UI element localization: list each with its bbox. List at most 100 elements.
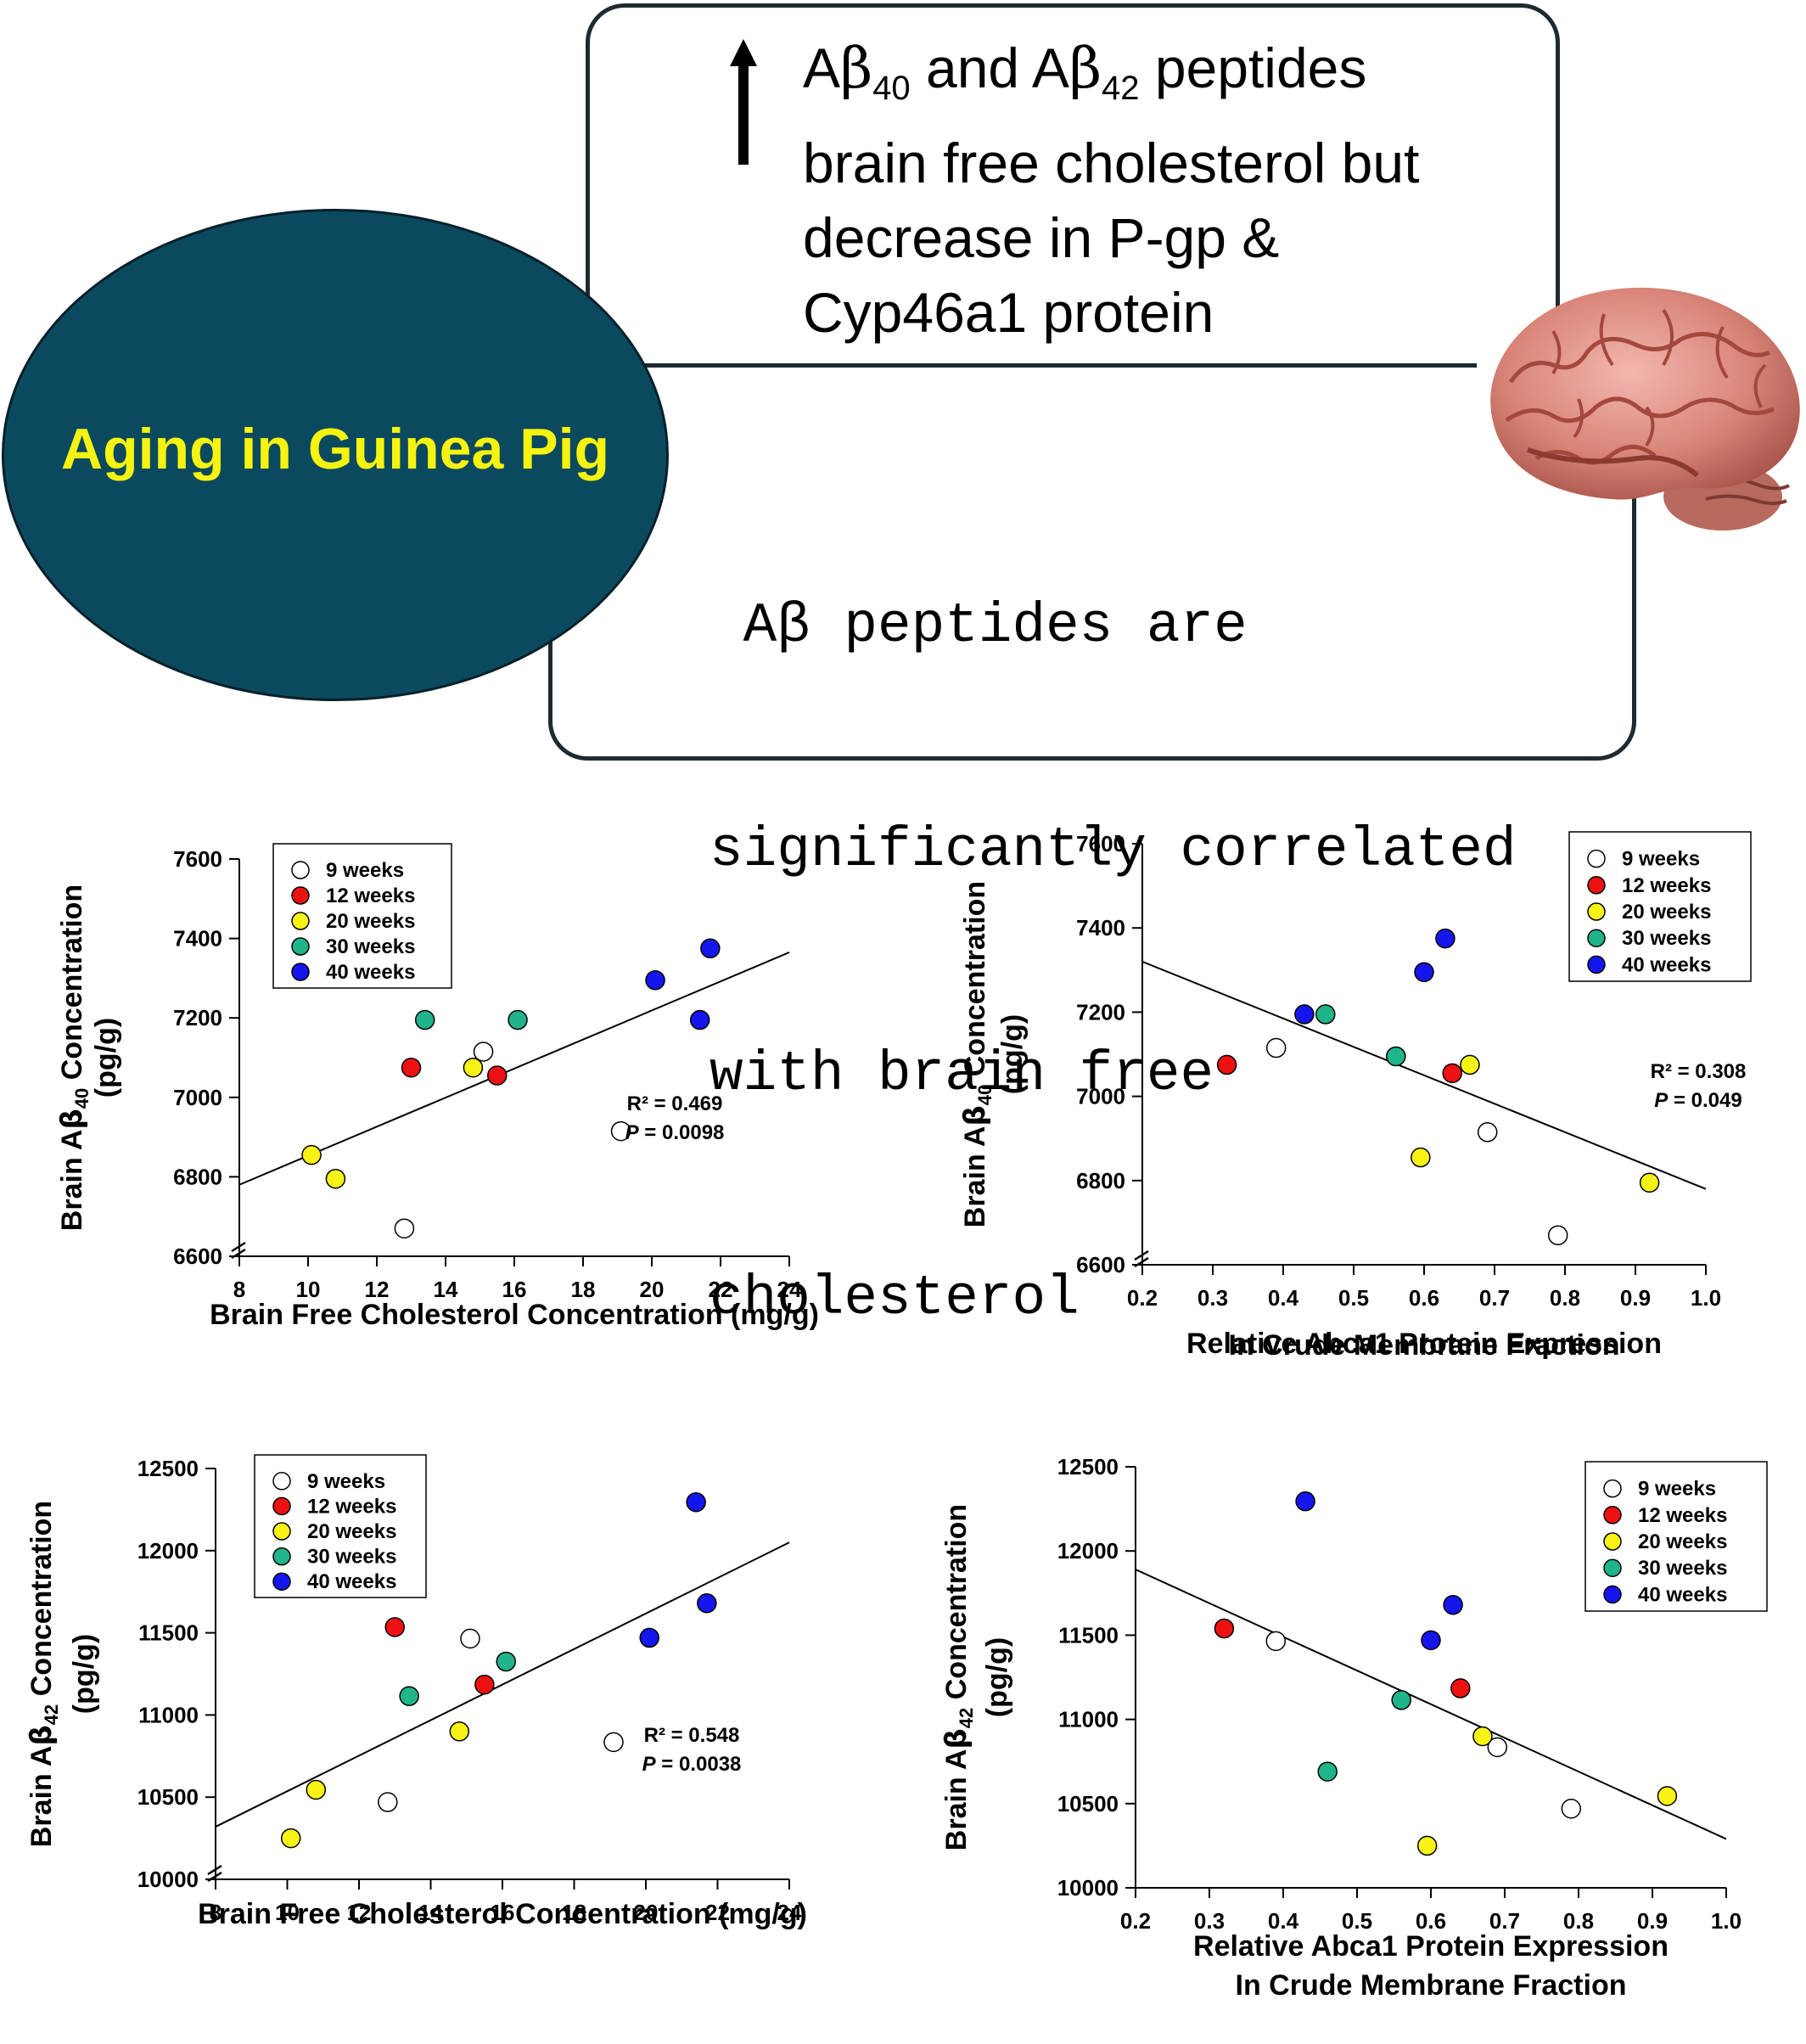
x-tick-label: 20 bbox=[640, 1277, 665, 1302]
y-tick-label: 12000 bbox=[1057, 1538, 1119, 1564]
y-tick-label: 6800 bbox=[1076, 1168, 1125, 1193]
y-axis-label-line-1: Brain Aβ40 Concentration bbox=[958, 881, 996, 1227]
x-tick-label: 1.0 bbox=[1711, 1908, 1742, 1934]
data-point bbox=[460, 1628, 480, 1649]
finding-text-bottom: Aβ peptides are significantly correlated… bbox=[710, 440, 1626, 1411]
data-point bbox=[1265, 1631, 1287, 1652]
data-point bbox=[603, 1732, 624, 1753]
legend-label: 30 weeks bbox=[307, 1546, 396, 1569]
data-point bbox=[399, 1686, 419, 1706]
y-tick-label: 11000 bbox=[1058, 1707, 1119, 1732]
legend-label: 20 weeks bbox=[1638, 1530, 1727, 1553]
x-tick-label: 0.3 bbox=[1194, 1908, 1225, 1934]
x-tick-label: 0.6 bbox=[1409, 1285, 1439, 1311]
data-point bbox=[1294, 1004, 1315, 1025]
r-squared-label: R² = 0.469 bbox=[627, 1092, 723, 1115]
data-point bbox=[1450, 1678, 1471, 1699]
up-arrow-icon bbox=[730, 39, 757, 165]
legend-label: 12 weeks bbox=[307, 1495, 396, 1518]
data-point bbox=[686, 1491, 706, 1513]
y-tick-label: 7400 bbox=[1076, 915, 1125, 941]
y-tick-label: 7200 bbox=[1076, 999, 1125, 1025]
x-axis-label: Brain Free Cholesterol Concentration (mg… bbox=[198, 1898, 807, 1930]
legend-marker bbox=[1587, 929, 1606, 947]
data-point bbox=[1442, 1063, 1462, 1084]
y-axis-label: Brain Aβ40 Concentration (pg/g) bbox=[55, 884, 122, 1231]
x-tick-label: 0.7 bbox=[1479, 1285, 1510, 1311]
x-tick-label: 18 bbox=[571, 1277, 596, 1302]
legend-marker bbox=[272, 1496, 291, 1516]
legend-marker bbox=[272, 1572, 291, 1591]
legend-label: 20 weeks bbox=[307, 1520, 396, 1543]
data-point bbox=[306, 1779, 327, 1800]
data-point bbox=[1421, 1630, 1441, 1651]
chart-a42-cholesterol: 10000 10500 11000 11500 12000 12500 8 10 12 14 16 1… bbox=[25, 1454, 807, 1930]
data-point bbox=[1657, 1786, 1678, 1806]
data-point bbox=[1460, 1054, 1480, 1075]
y-tick-label: 7600 bbox=[1076, 831, 1125, 856]
legend-marker bbox=[272, 1522, 291, 1541]
finding-text-top: Aβ40 and Aβ42 peptides brain free choles… bbox=[803, 31, 1550, 350]
x-tick-label: 8 bbox=[233, 1277, 245, 1302]
legend-marker bbox=[1603, 1506, 1622, 1525]
y-tick-label: 6600 bbox=[173, 1244, 222, 1269]
legend-label: 40 weeks bbox=[326, 961, 415, 984]
regression-line bbox=[1135, 1569, 1727, 1840]
finding-box-bottom bbox=[548, 399, 1636, 761]
data-point bbox=[487, 1065, 508, 1086]
y-tick-label: 7000 bbox=[173, 1085, 222, 1110]
data-point bbox=[463, 1057, 484, 1078]
data-point bbox=[1414, 962, 1434, 983]
axis-break-mark bbox=[231, 1241, 246, 1253]
data-point bbox=[1411, 1147, 1431, 1168]
legend-marker bbox=[291, 861, 310, 879]
legend-label: 20 weeks bbox=[1622, 901, 1711, 924]
x-axis-label: In Crude Membrane Fraction bbox=[1236, 1969, 1627, 2002]
x-tick-label: 12 bbox=[365, 1277, 390, 1302]
y-axis-label: Brain Aβ42 Concentration (pg/g) bbox=[939, 1504, 1013, 1850]
legend-marker bbox=[272, 1472, 291, 1491]
data-point bbox=[1391, 1690, 1411, 1710]
y-tick-label: 7000 bbox=[1076, 1084, 1125, 1109]
y-axis-label-line-2: (pg/g) bbox=[90, 1018, 122, 1098]
y-tick-label: 11000 bbox=[138, 1702, 199, 1727]
legend-marker bbox=[291, 912, 310, 930]
data-point bbox=[325, 1168, 346, 1189]
x-tick-label: 0.8 bbox=[1563, 1908, 1594, 1934]
data-point bbox=[697, 1593, 717, 1614]
data-point bbox=[639, 1627, 659, 1648]
finding-line-2: brain free cholesterol but bbox=[803, 132, 1420, 195]
y-tick-label: 12500 bbox=[137, 1456, 199, 1481]
legend-label: 30 weeks bbox=[1638, 1557, 1727, 1580]
regression-line bbox=[1141, 960, 1707, 1190]
legend-label: 9 weeks bbox=[1622, 848, 1700, 871]
legend-marker bbox=[1587, 876, 1606, 895]
data-point bbox=[1487, 1737, 1508, 1758]
legend-label: 30 weeks bbox=[1622, 927, 1711, 950]
y-axis-label-line-2: (pg/g) bbox=[996, 1014, 1029, 1094]
x-axis-label: Relative Abca1 Protein Expression bbox=[1186, 1328, 1662, 1360]
data-point bbox=[401, 1057, 422, 1078]
legend-marker bbox=[1587, 955, 1606, 974]
finding-line-4: Cyp46a1 protein bbox=[803, 281, 1214, 345]
data-point bbox=[689, 1009, 710, 1030]
legend-marker bbox=[1603, 1558, 1622, 1577]
finding-line-3: decrease in P-gp & bbox=[803, 206, 1280, 270]
data-point bbox=[610, 1120, 631, 1142]
y-tick-label: 7200 bbox=[173, 1005, 222, 1030]
finding-line-1: Aβ40 and Aβ42 peptides bbox=[803, 36, 1367, 108]
legend-marker bbox=[1603, 1479, 1622, 1498]
box-divider-top bbox=[628, 363, 1477, 368]
data-point bbox=[1265, 1037, 1287, 1058]
x-tick-label: 22 bbox=[709, 1277, 733, 1302]
data-point bbox=[384, 1617, 405, 1637]
aging-oval bbox=[2, 209, 669, 701]
axis-break-mark bbox=[207, 1871, 222, 1883]
legend-label: 9 weeks bbox=[1638, 1478, 1716, 1501]
data-point bbox=[280, 1828, 301, 1849]
y-tick-label: 12500 bbox=[1057, 1454, 1119, 1480]
x-tick-label: 0.2 bbox=[1127, 1285, 1158, 1311]
correlation-line-1: Aβ peptides are bbox=[710, 594, 1248, 658]
data-point bbox=[378, 1792, 398, 1812]
x-tick-label: 8 bbox=[210, 1900, 222, 1925]
